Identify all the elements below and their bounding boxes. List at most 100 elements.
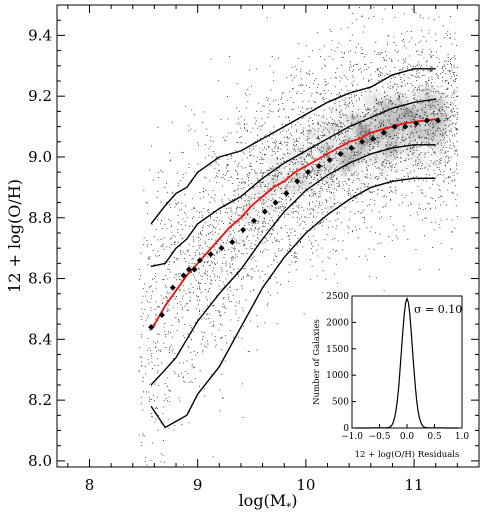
scatter-point	[391, 60, 393, 62]
scatter-point	[428, 80, 430, 82]
scatter-point	[349, 101, 351, 103]
scatter-point	[445, 106, 447, 108]
scatter-point	[423, 75, 425, 76]
scatter-point	[359, 228, 361, 230]
median-point	[380, 129, 387, 136]
scatter-point	[203, 317, 205, 319]
scatter-point	[168, 268, 170, 270]
scatter-point	[222, 185, 223, 187]
scatter-point	[260, 184, 262, 186]
scatter-point	[212, 270, 214, 272]
scatter-point	[368, 125, 370, 126]
scatter-point	[303, 158, 305, 160]
scatter-point	[214, 228, 216, 230]
scatter-point	[430, 52, 432, 54]
scatter-point	[450, 101, 452, 103]
scatter-point	[445, 127, 447, 129]
scatter-point	[290, 199, 292, 200]
scatter-point	[387, 41, 389, 43]
scatter-point	[214, 176, 216, 178]
scatter-point	[381, 52, 383, 54]
scatter-point	[313, 147, 314, 149]
scatter-point	[236, 178, 238, 179]
scatter-point	[267, 100, 269, 101]
scatter-point	[236, 271, 238, 273]
scatter-point	[379, 233, 381, 235]
scatter-point	[298, 84, 300, 86]
scatter-point	[240, 115, 242, 117]
scatter-point	[262, 200, 264, 202]
scatter-point	[248, 224, 250, 226]
scatter-point	[396, 119, 398, 121]
scatter-point	[399, 109, 401, 110]
scatter-point	[245, 299, 247, 301]
scatter-point	[377, 193, 379, 195]
scatter-point	[426, 88, 428, 90]
scatter-point	[316, 200, 318, 202]
scatter-point	[250, 154, 252, 156]
scatter-point	[389, 165, 391, 167]
scatter-point	[274, 175, 276, 177]
scatter-point	[242, 151, 244, 153]
scatter-point	[265, 134, 267, 136]
scatter-point	[373, 141, 375, 143]
scatter-point	[177, 229, 179, 231]
scatter-point	[237, 320, 239, 321]
scatter-point	[392, 102, 394, 104]
scatter-point	[289, 168, 291, 170]
scatter-point	[445, 131, 447, 133]
scatter-point	[318, 123, 320, 125]
scatter-point	[281, 209, 282, 211]
scatter-point	[441, 144, 443, 146]
scatter-point	[270, 294, 271, 296]
scatter-point	[361, 48, 363, 50]
scatter-point	[454, 100, 456, 102]
scatter-point	[353, 69, 354, 71]
scatter-point	[300, 241, 302, 242]
scatter-point	[228, 132, 230, 134]
scatter-point	[140, 316, 142, 318]
scatter-point	[326, 124, 328, 125]
scatter-point	[431, 70, 433, 72]
scatter-point	[320, 159, 322, 160]
scatter-point	[262, 221, 264, 222]
scatter-point	[312, 195, 314, 196]
scatter-point	[169, 346, 171, 348]
scatter-point	[309, 278, 311, 280]
scatter-point	[222, 287, 224, 289]
scatter-point	[308, 236, 309, 238]
scatter-point	[331, 175, 332, 177]
scatter-point	[303, 130, 304, 132]
scatter-point	[327, 207, 329, 209]
scatter-point	[332, 58, 334, 60]
scatter-point	[197, 142, 198, 144]
scatter-point	[436, 65, 438, 67]
scatter-point	[366, 170, 368, 171]
scatter-point	[298, 150, 300, 152]
scatter-point	[197, 295, 199, 297]
scatter-point	[192, 274, 194, 276]
scatter-point	[347, 79, 349, 81]
scatter-point	[139, 347, 141, 348]
scatter-point	[192, 287, 194, 288]
scatter-point	[262, 149, 264, 151]
scatter-point	[243, 326, 244, 327]
plot-frame	[56, 4, 480, 468]
scatter-point	[255, 223, 257, 224]
scatter-point	[199, 309, 201, 311]
scatter-point	[439, 134, 441, 136]
scatter-point	[201, 234, 203, 236]
scatter-point	[239, 300, 240, 302]
scatter-point	[435, 40, 437, 41]
scatter-point	[177, 215, 179, 216]
scatter-point	[420, 66, 422, 68]
scatter-point	[390, 199, 392, 201]
scatter-point	[244, 153, 245, 154]
scatter-point	[336, 160, 338, 161]
scatter-point	[450, 169, 452, 171]
scatter-point	[421, 141, 423, 143]
scatter-point	[452, 193, 454, 195]
scatter-point	[313, 144, 315, 145]
scatter-point	[364, 116, 366, 117]
scatter-point	[373, 190, 375, 192]
